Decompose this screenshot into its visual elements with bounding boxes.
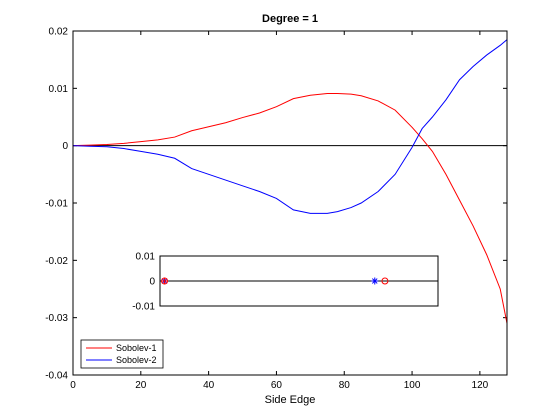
inset-y-tick-label: -0.01 <box>132 302 155 313</box>
x-tick-label: 100 <box>404 380 421 391</box>
x-tick-label: 40 <box>203 380 215 391</box>
y-tick-label: 0 <box>62 141 68 152</box>
inset-marker-circle <box>381 277 389 285</box>
inset-marker-plus <box>161 278 168 284</box>
legend-label-sobolev-1: Sobolev-1 <box>116 343 157 353</box>
star-stroke <box>371 278 378 284</box>
main-plot-area: 0 20 40 60 80 100 120 0.02 0.01 0 -0.01 -0.02 -0.03 -… <box>45 27 508 391</box>
x-axis-label: Side Edge <box>265 394 316 406</box>
y-tick-label: -0.01 <box>45 199 68 210</box>
series-line-1 <box>72 92 508 324</box>
y-tick-label: -0.03 <box>45 313 68 324</box>
y-tick-label: 0.02 <box>49 27 69 38</box>
x-tick-label: 80 <box>339 380 351 391</box>
inset-content: 0.01 0 -0.01 <box>132 252 438 313</box>
x-tick-label: 0 <box>70 380 76 391</box>
y-tick-label: -0.02 <box>45 256 68 267</box>
inset-y-tick-label: 0 <box>149 277 155 288</box>
x-tick-label: 60 <box>271 380 283 391</box>
x-tick-label: 120 <box>472 380 489 391</box>
x-tick-label: 20 <box>135 380 147 391</box>
inset-marker-star <box>371 277 379 285</box>
series-line-2 <box>72 39 508 214</box>
y-tick-label: -0.04 <box>45 371 68 382</box>
legend-box <box>80 339 164 369</box>
chart-title: Degree = 1 <box>262 13 318 25</box>
legend: Sobolev-1 Sobolev-2 <box>80 339 164 369</box>
y-tick-label: 0.01 <box>49 84 69 95</box>
main-axes-box <box>72 30 508 376</box>
inset-y-tick-label: 0.01 <box>136 252 156 263</box>
legend-label-sobolev-2: Sobolev-2 <box>116 355 157 365</box>
